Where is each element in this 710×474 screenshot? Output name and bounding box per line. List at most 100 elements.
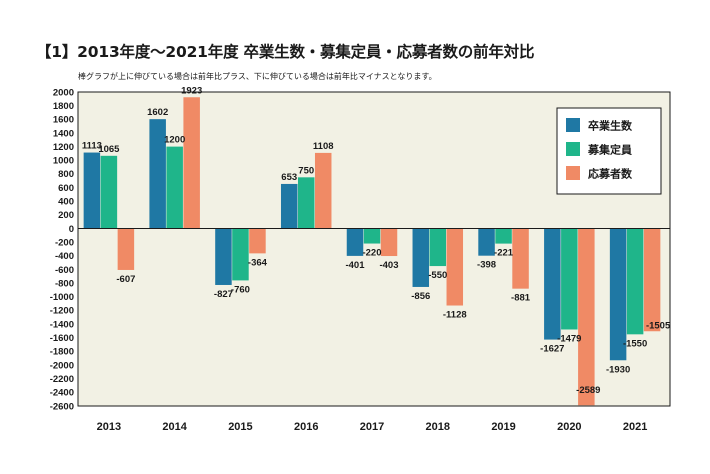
data-label: 1113 [82,141,102,152]
x-tick-label: 2014 [162,421,187,433]
data-label: -401 [345,260,365,271]
bar [578,228,595,406]
data-label: -398 [477,260,496,271]
data-label: -364 [248,257,268,268]
data-label: -403 [379,260,398,271]
y-tick-label: -600 [55,265,74,276]
bar [643,228,661,332]
bar [512,228,529,289]
y-tick-label: 0 [69,224,74,235]
legend-label: 卒業生数 [588,119,633,133]
y-tick-label: 600 [58,183,74,194]
x-tick-label: 2018 [426,421,450,433]
x-tick-label: 2019 [491,421,515,433]
y-tick-label: 1000 [53,156,74,167]
chart-title: 【1】2013年度〜2021年度 卒業生数・募集定員・応募者数の前年対比 [36,43,535,61]
bar [232,228,249,281]
bar [83,152,101,229]
x-tick-label: 2021 [623,421,647,433]
data-label: -220 [362,248,381,259]
data-label: 750 [298,165,314,176]
data-label: -221 [494,248,514,259]
bar [561,228,578,330]
y-tick-label: 800 [58,169,74,180]
data-label: 653 [281,172,297,183]
legend-label: 募集定員 [587,143,632,157]
bars-group [83,97,661,406]
y-tick-label: -1600 [50,333,74,344]
bar [412,228,430,287]
data-label: -1627 [540,344,564,355]
y-tick-label: 400 [58,197,74,208]
bar [149,119,166,229]
x-tick-label: 2020 [557,421,581,433]
legend-swatch [566,118,580,132]
y-tick-label: 1600 [53,115,74,126]
y-tick-label: 1200 [53,142,74,153]
y-tick-label: -2200 [50,374,74,385]
legend-label: 応募者数 [588,167,633,181]
y-tick-label: -2600 [50,401,74,412]
x-tick-label: 2016 [294,421,318,433]
data-label: -2589 [576,385,600,396]
x-axis-ticks: 2013 2014 2015 2016 2017 2018 2019 2020 2021 [97,421,648,433]
data-label: -607 [116,274,135,285]
data-label: 1200 [164,135,185,146]
legend-swatch [566,166,580,180]
legend-swatch [566,142,580,156]
y-tick-label: 200 [58,210,74,221]
bar [100,155,118,229]
data-label: -881 [511,293,531,304]
bar [280,183,298,229]
bar [363,228,381,244]
bar [626,228,644,335]
x-tick-label: 2015 [228,421,252,433]
data-label: -1505 [646,320,671,331]
data-label: 1065 [98,144,120,155]
data-label: -1479 [557,333,581,344]
bar [609,228,627,361]
data-label: 1602 [147,107,168,118]
y-tick-label: -2000 [50,360,74,371]
y-tick-label: -800 [55,278,74,289]
bar [346,228,364,256]
bar [297,177,315,229]
bar [166,146,183,229]
x-tick-label: 2017 [360,421,384,433]
data-label: 1923 [181,85,202,96]
data-label: -1550 [623,338,647,349]
bar [380,228,398,257]
data-label: -1128 [443,310,467,321]
bar [478,228,495,256]
chart-subtitle: 棒グラフが上に伸びている場合は前年比プラス、下に伸びている場合は前年比マイナスと… [78,72,437,81]
y-tick-label: -1800 [50,347,74,358]
bar [544,228,561,340]
y-tick-label: -200 [55,237,74,248]
data-label: -1930 [606,364,630,375]
bar [495,228,512,244]
bar [215,228,232,285]
y-tick-label: 1400 [53,128,74,139]
bar [314,152,332,229]
y-axis-ticks: 2000180016001400120010008006004002000-20… [50,87,74,412]
data-label: -760 [231,284,250,295]
y-tick-label: 1800 [53,101,74,112]
y-tick-label: -1200 [50,306,74,317]
data-label: -856 [411,291,430,302]
data-label: -550 [428,270,447,281]
y-tick-label: -1000 [50,292,74,303]
data-label: -827 [214,289,233,300]
bar [183,97,200,229]
y-tick-label: -1400 [50,319,74,330]
bar [429,228,447,267]
bar [249,228,266,254]
x-tick-label: 2013 [97,421,121,433]
y-tick-label: -2400 [50,388,74,399]
bar [117,228,135,270]
y-tick-label: -400 [55,251,74,262]
bar [446,228,464,306]
y-tick-label: 2000 [53,87,74,98]
